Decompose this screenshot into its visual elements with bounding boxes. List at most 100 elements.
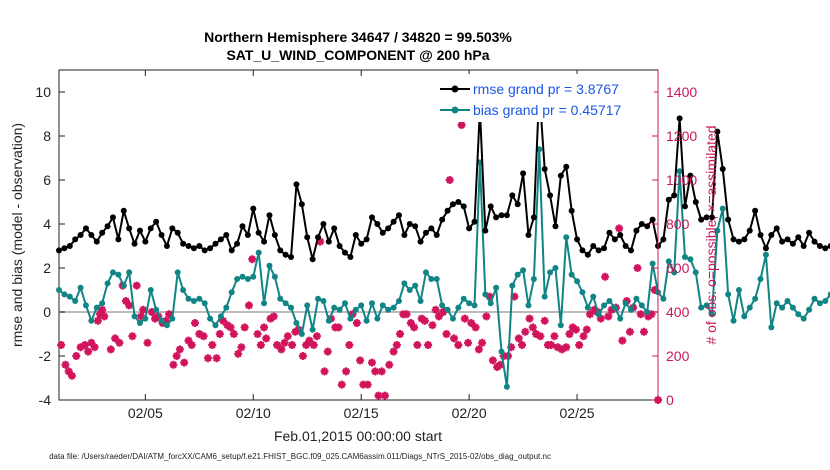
rmse-point	[827, 243, 830, 249]
obs-marker	[298, 352, 307, 360]
bias-point	[827, 291, 830, 298]
obs-marker	[67, 371, 76, 380]
rmse-point	[541, 166, 548, 172]
obs-marker	[647, 310, 656, 319]
bias-point	[271, 273, 278, 280]
y-axis-right-label: # of obs: o=possible; ×=assimilated	[703, 125, 719, 344]
rmse-point	[439, 216, 446, 223]
rmse-point	[374, 221, 381, 227]
rmse-point	[547, 192, 554, 199]
bias-point	[493, 284, 500, 291]
rmse-point	[185, 243, 192, 249]
rmse-point	[493, 214, 500, 221]
rmse-point	[757, 232, 764, 238]
obs-marker	[98, 305, 107, 314]
obs-marker	[521, 327, 530, 336]
obs-marker	[356, 356, 365, 365]
bias-point	[601, 302, 608, 309]
obs-marker	[334, 323, 343, 332]
obs-marker	[269, 312, 278, 321]
bias-point	[250, 273, 257, 280]
rmse-point	[822, 245, 829, 252]
bias-point	[412, 282, 419, 289]
obs-marker	[139, 305, 148, 314]
rmse-point	[56, 247, 62, 254]
obs-marker	[579, 332, 588, 341]
obs-marker	[575, 341, 584, 349]
obs-marker	[488, 356, 497, 365]
y-axis-left-label: rmse and bias (model - observation)	[9, 123, 25, 347]
obs-marker	[106, 345, 115, 354]
legend-bias-label: bias grand pr = 0.45717	[473, 102, 621, 118]
bias-point	[471, 302, 478, 309]
bias-point	[72, 298, 79, 304]
rmse-point	[72, 236, 79, 243]
rmse-point	[401, 232, 408, 238]
y-left-tick-label: 10	[35, 84, 51, 100]
rmse-point	[692, 199, 699, 205]
rmse-point	[336, 243, 343, 249]
rmse-point	[153, 218, 160, 225]
obs-marker	[363, 380, 372, 389]
bias-point	[433, 276, 440, 282]
bias-point	[61, 291, 68, 298]
bias-point	[190, 298, 197, 304]
y-right-tick-label: 1400	[666, 84, 697, 100]
obs-marker	[396, 330, 405, 338]
rmse-point	[644, 223, 651, 230]
obs-marker	[64, 367, 73, 376]
rmse-point	[109, 214, 116, 221]
obs-marker	[536, 332, 545, 341]
rmse-point	[714, 128, 721, 135]
rmse-point	[574, 236, 581, 243]
obs-marker	[288, 341, 297, 349]
obs-marker	[234, 349, 243, 358]
obs-marker	[565, 330, 574, 338]
bias-point	[142, 315, 149, 322]
rmse-point	[131, 240, 138, 247]
rmse-point	[433, 232, 440, 238]
rmse-point	[320, 221, 327, 227]
rmse-point	[660, 236, 667, 243]
obs-marker	[260, 323, 269, 332]
bias-point	[757, 276, 764, 282]
obs-marker	[172, 352, 181, 360]
obs-marker	[371, 367, 380, 376]
rmse-point	[595, 247, 602, 254]
y-right-tick-label: 200	[666, 348, 690, 364]
rmse-point	[676, 115, 683, 122]
bias-point	[374, 315, 381, 322]
obs-marker	[345, 341, 354, 349]
bias-point	[99, 300, 106, 307]
obs-marker	[305, 336, 314, 345]
rmse-point	[579, 247, 586, 254]
bias-point	[147, 287, 154, 293]
rmse-point	[212, 240, 219, 247]
bias-point	[752, 295, 759, 302]
rmse-point	[606, 229, 613, 236]
bias-point	[741, 313, 748, 320]
bias-point	[417, 298, 424, 304]
obs-marker	[111, 334, 120, 343]
rmse-point	[487, 203, 494, 210]
obs-marker	[402, 310, 411, 319]
obs-marker	[229, 330, 238, 338]
obs-marker	[410, 323, 419, 332]
rmse-point	[633, 227, 640, 234]
rmse-point	[298, 201, 305, 208]
rmse-point	[449, 201, 456, 208]
rmse-point	[66, 243, 73, 249]
x-tick-label: 02/05	[128, 405, 163, 421]
rmse-point	[789, 240, 796, 247]
x-tick-label: 02/25	[560, 405, 595, 421]
bias-point	[460, 295, 467, 302]
bias-point	[185, 295, 192, 302]
bias-point	[498, 348, 505, 355]
rmse-point	[315, 234, 322, 241]
obs-marker	[161, 316, 170, 325]
obs-marker	[442, 330, 451, 338]
obs-marker	[137, 312, 146, 321]
obs-marker	[389, 347, 398, 356]
bias-point	[325, 317, 332, 324]
obs-marker	[607, 305, 616, 314]
